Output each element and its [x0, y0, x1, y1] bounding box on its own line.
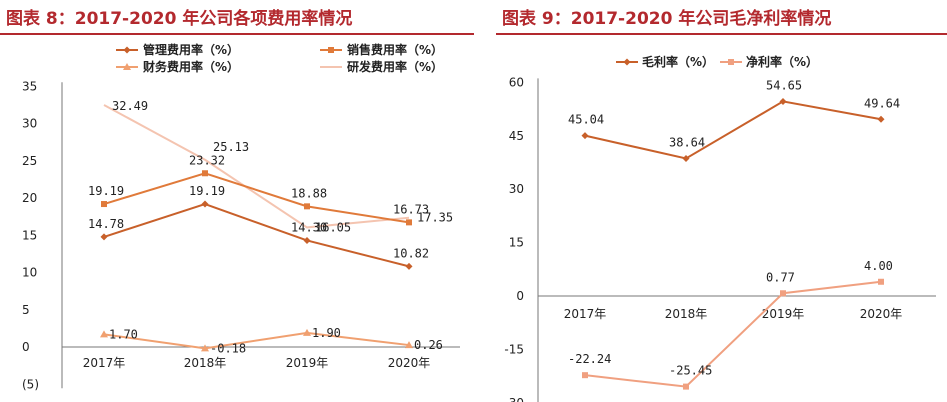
y-tick-label: 0 [516, 289, 524, 303]
y-tick-label: 35 [22, 79, 37, 93]
legend-label: 研发费用率（%） [347, 59, 443, 74]
y-tick-label: 20 [22, 191, 37, 205]
y-tick-label: 10 [22, 266, 37, 280]
x-tick-label: 2019年 [286, 356, 329, 370]
data-point [303, 236, 311, 244]
y-tick-label: 30 [22, 117, 37, 131]
y-tick-label: 45 [509, 129, 524, 143]
y-tick-label: -30 [504, 396, 524, 402]
data-point [101, 201, 107, 208]
data-point [100, 233, 108, 241]
data-point [682, 154, 690, 162]
data-label: -25.45 [669, 364, 712, 378]
data-label: 16.73 [393, 202, 429, 216]
x-tick-label: 2017年 [83, 356, 126, 370]
x-tick-label: 2018年 [665, 307, 708, 321]
data-label: -0.18 [210, 341, 246, 355]
title-underline [496, 33, 947, 35]
y-tick-label: 0 [22, 340, 30, 354]
data-label: 49.64 [864, 96, 900, 110]
data-point [405, 262, 413, 270]
data-point [683, 383, 689, 390]
data-point [877, 115, 885, 123]
margin-rate-chart: 60 45 30 15 0 -15 -30 2017年 2018年 2019年 2020年 毛利率（%… [504, 54, 936, 402]
data-point [878, 278, 884, 285]
legend-label: 销售费用率（%） [347, 42, 443, 57]
data-label: 1.90 [312, 326, 341, 340]
legend-marker [123, 46, 131, 54]
series-line [584, 280, 882, 388]
series-line [103, 331, 410, 350]
series-line [103, 172, 410, 224]
y-tick-label: 5 [22, 303, 30, 317]
legend-label: 净利率（%） [746, 54, 818, 69]
data-point [100, 330, 108, 338]
data-label: 17.35 [417, 211, 453, 225]
data-point [779, 97, 787, 105]
y-tick-label: 25 [22, 154, 37, 168]
legend-marker [623, 58, 631, 66]
y-tick-label: 30 [509, 182, 524, 196]
data-point [202, 170, 208, 177]
data-label: 18.88 [291, 186, 327, 200]
chart-panel-margin-rates: 图表 9：2017-2020 年公司毛净利率情况 60 45 30 15 0 -15 -30… [496, 0, 947, 402]
data-label: 10.82 [393, 246, 429, 260]
data-label: 23.32 [189, 153, 225, 167]
y-tick-label: 15 [509, 236, 524, 250]
data-label: -22.24 [568, 352, 611, 366]
series-line [103, 202, 410, 268]
data-point [201, 200, 209, 208]
data-point [304, 203, 310, 210]
data-point [780, 290, 786, 297]
x-tick-label: 2018年 [184, 356, 227, 370]
legend-label: 财务费用率（%） [142, 59, 239, 74]
series-line [103, 104, 410, 229]
data-point [581, 132, 589, 140]
data-label: 25.13 [213, 140, 249, 154]
x-tick-label: 2020年 [860, 307, 903, 321]
title-underline [0, 33, 474, 35]
data-label: 32.49 [112, 99, 148, 113]
data-label: 54.65 [766, 78, 802, 92]
y-tick-label: (5) [22, 377, 39, 391]
data-label: 0.26 [414, 338, 443, 352]
expense-rate-chart: 35 30 25 20 15 10 5 0 (5) 2017年 2018年 2019年 2020年 管理费… [22, 42, 460, 391]
legend-marker [328, 47, 334, 53]
data-label: 0.77 [766, 270, 795, 284]
y-tick-label: 60 [509, 75, 524, 89]
x-tick-label: 2020年 [388, 356, 431, 370]
data-point [405, 341, 413, 349]
data-label: 14.78 [88, 217, 124, 231]
chart-title: 图表 8：2017-2020 年公司各项费用率情况 [6, 9, 353, 29]
x-tick-label: 2017年 [564, 307, 607, 321]
data-label: 16.05 [315, 220, 351, 234]
y-tick-label: -15 [504, 342, 524, 356]
data-label: 19.19 [189, 184, 225, 198]
chart-title: 图表 9：2017-2020 年公司毛净利率情况 [502, 9, 832, 29]
legend-label: 毛利率（%） [642, 54, 714, 69]
data-point [201, 344, 209, 352]
data-label: 38.64 [669, 135, 705, 149]
data-label: 45.04 [568, 113, 604, 127]
legend-marker [123, 63, 131, 70]
series-line [584, 100, 882, 160]
x-tick-label: 2019年 [762, 307, 805, 321]
y-tick-label: 15 [22, 228, 37, 242]
data-point [582, 372, 588, 379]
data-label: 14.30 [291, 220, 327, 234]
data-label: 4.00 [864, 259, 893, 273]
legend-marker [728, 59, 734, 65]
data-point [406, 219, 412, 226]
data-label: 19.19 [88, 184, 124, 198]
data-label: 1.70 [109, 327, 138, 341]
data-point [303, 328, 311, 336]
chart-panel-expense-rates: 图表 8：2017-2020 年公司各项费用率情况 35 30 25 20 15 10 5 0… [0, 9, 474, 391]
legend-label: 管理费用率（%） [143, 42, 239, 57]
